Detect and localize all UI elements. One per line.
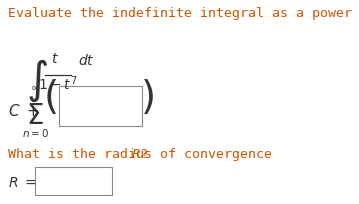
Text: Evaluate the indefinite integral as a power series.: Evaluate the indefinite integral as a po… [8, 7, 359, 20]
Text: $n = 0$: $n = 0$ [22, 127, 49, 139]
Text: $t$: $t$ [51, 52, 59, 66]
Text: $1 - t^7$: $1 - t^7$ [38, 75, 78, 93]
Text: $\int$: $\int$ [26, 58, 48, 104]
Text: $dt$: $dt$ [78, 53, 94, 68]
Text: $($: $($ [43, 79, 57, 118]
Text: $R\ =$: $R\ =$ [8, 176, 37, 191]
Text: $C\ +$: $C\ +$ [8, 103, 39, 119]
Text: What is the radius of convergence: What is the radius of convergence [8, 148, 280, 161]
Text: $\Sigma$: $\Sigma$ [26, 102, 44, 130]
FancyBboxPatch shape [35, 167, 112, 195]
FancyBboxPatch shape [59, 86, 142, 126]
Text: $\infty$: $\infty$ [31, 82, 40, 92]
Text: $)$: $)$ [140, 79, 153, 118]
Text: $R?$: $R?$ [131, 148, 148, 161]
